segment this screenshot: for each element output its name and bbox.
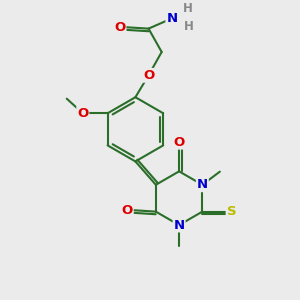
- Text: H: H: [184, 20, 194, 33]
- Text: H: H: [183, 2, 193, 15]
- Text: O: O: [173, 136, 185, 149]
- Text: O: O: [114, 21, 126, 34]
- Text: O: O: [122, 204, 133, 217]
- Text: N: N: [166, 12, 178, 25]
- Text: N: N: [173, 219, 185, 232]
- Text: O: O: [77, 107, 88, 120]
- Text: O: O: [143, 69, 154, 82]
- Text: S: S: [227, 205, 236, 218]
- Text: N: N: [197, 178, 208, 191]
